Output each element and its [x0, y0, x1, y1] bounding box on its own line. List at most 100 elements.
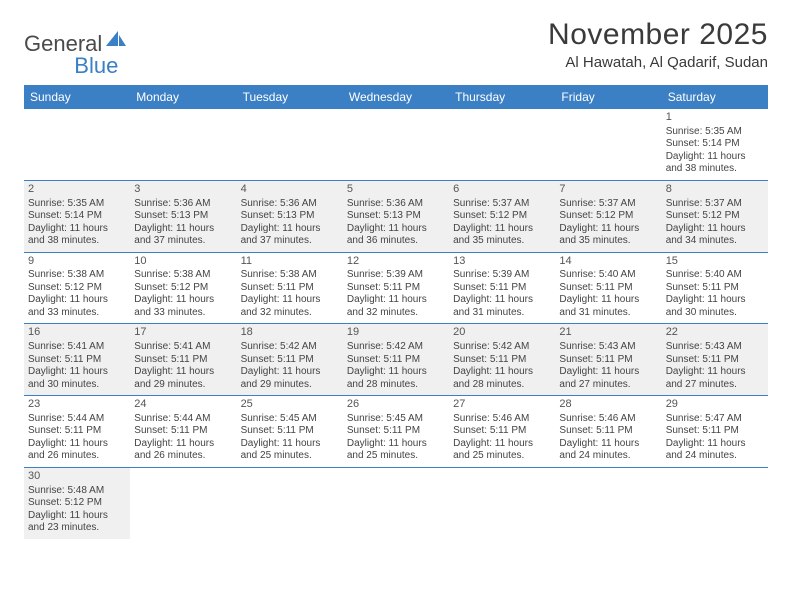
- daylight-line: Daylight: 11 hours and 27 minutes.: [666, 366, 764, 391]
- daylight-line: Daylight: 11 hours and 29 minutes.: [134, 366, 232, 391]
- sunrise-line: Sunrise: 5:40 AM: [666, 269, 764, 282]
- day-cell: 13Sunrise: 5:39 AMSunset: 5:11 PMDayligh…: [449, 253, 555, 324]
- day-cell: 7Sunrise: 5:37 AMSunset: 5:12 PMDaylight…: [555, 181, 661, 252]
- day-cell: 23Sunrise: 5:44 AMSunset: 5:11 PMDayligh…: [24, 396, 130, 467]
- daylight-line: Daylight: 11 hours and 38 minutes.: [666, 151, 764, 176]
- daylight-line: Daylight: 11 hours and 24 minutes.: [666, 438, 764, 463]
- day-number: 1: [666, 111, 764, 125]
- sunrise-line: Sunrise: 5:43 AM: [559, 341, 657, 354]
- day-number: 12: [347, 255, 445, 269]
- day-number: 14: [559, 255, 657, 269]
- sunset-line: Sunset: 5:11 PM: [134, 425, 232, 438]
- sunrise-line: Sunrise: 5:39 AM: [453, 269, 551, 282]
- day-number: 4: [241, 183, 339, 197]
- sunset-line: Sunset: 5:11 PM: [559, 354, 657, 367]
- sunrise-line: Sunrise: 5:38 AM: [134, 269, 232, 282]
- sunrise-line: Sunrise: 5:37 AM: [453, 198, 551, 211]
- month-title: November 2025: [548, 18, 768, 52]
- sunset-line: Sunset: 5:14 PM: [666, 138, 764, 151]
- daylight-line: Daylight: 11 hours and 36 minutes.: [347, 223, 445, 248]
- sunset-line: Sunset: 5:11 PM: [347, 425, 445, 438]
- week-row: 23Sunrise: 5:44 AMSunset: 5:11 PMDayligh…: [24, 396, 768, 468]
- sunrise-line: Sunrise: 5:48 AM: [28, 485, 126, 498]
- sunset-line: Sunset: 5:11 PM: [347, 354, 445, 367]
- sunset-line: Sunset: 5:13 PM: [347, 210, 445, 223]
- daylight-line: Daylight: 11 hours and 23 minutes.: [28, 510, 126, 535]
- sunset-line: Sunset: 5:11 PM: [453, 354, 551, 367]
- daylight-line: Daylight: 11 hours and 32 minutes.: [347, 294, 445, 319]
- sunset-line: Sunset: 5:11 PM: [453, 282, 551, 295]
- sunset-line: Sunset: 5:13 PM: [134, 210, 232, 223]
- sunset-line: Sunset: 5:11 PM: [559, 425, 657, 438]
- sunrise-line: Sunrise: 5:40 AM: [559, 269, 657, 282]
- day-number: 22: [666, 326, 764, 340]
- day-cell: 11Sunrise: 5:38 AMSunset: 5:11 PMDayligh…: [237, 253, 343, 324]
- daylight-line: Daylight: 11 hours and 32 minutes.: [241, 294, 339, 319]
- day-cell: 15Sunrise: 5:40 AMSunset: 5:11 PMDayligh…: [662, 253, 768, 324]
- daylight-line: Daylight: 11 hours and 30 minutes.: [28, 366, 126, 391]
- location: Al Hawatah, Al Qadarif, Sudan: [548, 54, 768, 71]
- day-number: 5: [347, 183, 445, 197]
- daylight-line: Daylight: 11 hours and 35 minutes.: [453, 223, 551, 248]
- day-cell: 22Sunrise: 5:43 AMSunset: 5:11 PMDayligh…: [662, 324, 768, 395]
- day-cell: 14Sunrise: 5:40 AMSunset: 5:11 PMDayligh…: [555, 253, 661, 324]
- day-number: 17: [134, 326, 232, 340]
- sunrise-line: Sunrise: 5:37 AM: [666, 198, 764, 211]
- day-number: 20: [453, 326, 551, 340]
- sunrise-line: Sunrise: 5:47 AM: [666, 413, 764, 426]
- day-number: 21: [559, 326, 657, 340]
- day-number: 15: [666, 255, 764, 269]
- sunrise-line: Sunrise: 5:37 AM: [559, 198, 657, 211]
- day-number: 29: [666, 398, 764, 412]
- day-cell: 16Sunrise: 5:41 AMSunset: 5:11 PMDayligh…: [24, 324, 130, 395]
- day-cell: 20Sunrise: 5:42 AMSunset: 5:11 PMDayligh…: [449, 324, 555, 395]
- sunrise-line: Sunrise: 5:41 AM: [134, 341, 232, 354]
- dow-sun: Sunday: [24, 85, 130, 109]
- week-row: 30Sunrise: 5:48 AMSunset: 5:12 PMDayligh…: [24, 468, 768, 539]
- day-cell: 3Sunrise: 5:36 AMSunset: 5:13 PMDaylight…: [130, 181, 236, 252]
- sunrise-line: Sunrise: 5:36 AM: [134, 198, 232, 211]
- sunset-line: Sunset: 5:13 PM: [241, 210, 339, 223]
- day-number: 24: [134, 398, 232, 412]
- day-cell: [555, 468, 661, 539]
- sunset-line: Sunset: 5:11 PM: [559, 282, 657, 295]
- sunrise-line: Sunrise: 5:36 AM: [347, 198, 445, 211]
- sunrise-line: Sunrise: 5:46 AM: [453, 413, 551, 426]
- dow-sat: Saturday: [662, 85, 768, 109]
- sunrise-line: Sunrise: 5:41 AM: [28, 341, 126, 354]
- week-row: 16Sunrise: 5:41 AMSunset: 5:11 PMDayligh…: [24, 324, 768, 396]
- daylight-line: Daylight: 11 hours and 28 minutes.: [453, 366, 551, 391]
- dow-row: Sunday Monday Tuesday Wednesday Thursday…: [24, 85, 768, 109]
- daylight-line: Daylight: 11 hours and 31 minutes.: [559, 294, 657, 319]
- daylight-line: Daylight: 11 hours and 30 minutes.: [666, 294, 764, 319]
- sunrise-line: Sunrise: 5:45 AM: [241, 413, 339, 426]
- calendar: Sunday Monday Tuesday Wednesday Thursday…: [24, 85, 768, 539]
- day-cell: 2Sunrise: 5:35 AMSunset: 5:14 PMDaylight…: [24, 181, 130, 252]
- day-number: 23: [28, 398, 126, 412]
- day-cell: 30Sunrise: 5:48 AMSunset: 5:12 PMDayligh…: [24, 468, 130, 539]
- day-cell: 8Sunrise: 5:37 AMSunset: 5:12 PMDaylight…: [662, 181, 768, 252]
- day-cell: 21Sunrise: 5:43 AMSunset: 5:11 PMDayligh…: [555, 324, 661, 395]
- logo-text-2: Blue: [74, 53, 118, 79]
- sunrise-line: Sunrise: 5:39 AM: [347, 269, 445, 282]
- sunrise-line: Sunrise: 5:43 AM: [666, 341, 764, 354]
- daylight-line: Daylight: 11 hours and 33 minutes.: [28, 294, 126, 319]
- sunrise-line: Sunrise: 5:38 AM: [241, 269, 339, 282]
- week-row: 2Sunrise: 5:35 AMSunset: 5:14 PMDaylight…: [24, 181, 768, 253]
- sunrise-line: Sunrise: 5:35 AM: [666, 126, 764, 139]
- day-cell: [237, 468, 343, 539]
- sunset-line: Sunset: 5:11 PM: [28, 354, 126, 367]
- dow-mon: Monday: [130, 85, 236, 109]
- day-cell: 19Sunrise: 5:42 AMSunset: 5:11 PMDayligh…: [343, 324, 449, 395]
- day-number: 26: [347, 398, 445, 412]
- sunrise-line: Sunrise: 5:38 AM: [28, 269, 126, 282]
- sunset-line: Sunset: 5:11 PM: [241, 425, 339, 438]
- daylight-line: Daylight: 11 hours and 25 minutes.: [347, 438, 445, 463]
- sunrise-line: Sunrise: 5:42 AM: [453, 341, 551, 354]
- weeks-container: 1Sunrise: 5:35 AMSunset: 5:14 PMDaylight…: [24, 109, 768, 539]
- logo: General: [24, 18, 127, 58]
- day-cell: 1Sunrise: 5:35 AMSunset: 5:14 PMDaylight…: [662, 109, 768, 180]
- sunset-line: Sunset: 5:11 PM: [28, 425, 126, 438]
- day-cell: 18Sunrise: 5:42 AMSunset: 5:11 PMDayligh…: [237, 324, 343, 395]
- daylight-line: Daylight: 11 hours and 25 minutes.: [453, 438, 551, 463]
